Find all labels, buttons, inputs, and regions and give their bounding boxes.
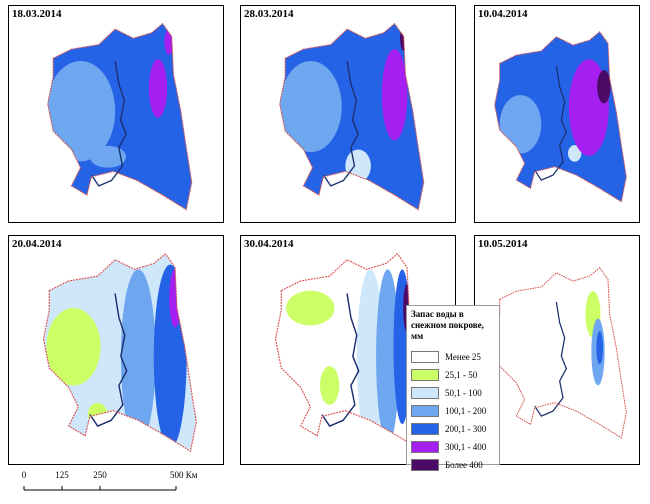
panel-date: 10.05.2014 <box>478 238 528 250</box>
legend-title: Запас воды в снежном покрове, мм <box>411 309 484 341</box>
scale-label: 500 Км <box>170 470 198 480</box>
river <box>534 65 568 181</box>
snow-zone <box>597 70 611 104</box>
panel-date: 30.04.2014 <box>244 238 294 250</box>
legend-swatch <box>411 387 439 399</box>
panel-date: 10.04.2014 <box>478 8 528 20</box>
legend: Запас воды в снежном покрове, мм Менее 2… <box>406 305 500 471</box>
snow-zone <box>345 149 371 183</box>
legend-item: 25,1 - 50 <box>411 366 495 384</box>
snow-zone <box>376 269 400 444</box>
legend-item: 50,1 - 100 <box>411 384 495 402</box>
snow-zone <box>494 267 627 438</box>
snow-layer <box>47 23 192 210</box>
snow-zone <box>596 331 603 365</box>
snow-layer <box>494 31 627 202</box>
snow-zone <box>381 49 408 141</box>
legend-item: Более 400 <box>411 456 495 474</box>
river <box>89 293 128 427</box>
snow-zone <box>286 290 335 326</box>
legend-item: 100,1 - 200 <box>411 402 495 420</box>
map-panel: 18.03.2014 <box>8 5 224 223</box>
snow-zone <box>568 145 582 162</box>
map-panel: 28.03.2014 <box>240 5 456 223</box>
region-border <box>47 22 193 211</box>
legend-label: 300,1 - 400 <box>445 442 487 452</box>
river <box>534 301 568 417</box>
legend-label: 100,1 - 200 <box>445 406 487 416</box>
snow-zone <box>279 61 342 153</box>
legend-item: 300,1 - 400 <box>411 438 495 456</box>
region-map <box>274 253 429 453</box>
panel-date: 18.03.2014 <box>12 8 62 20</box>
snow-zone <box>356 269 384 444</box>
legend-item: 200,1 - 300 <box>411 420 495 438</box>
snow-zone <box>499 95 542 154</box>
region-map <box>494 267 627 439</box>
snow-layer <box>43 253 197 452</box>
region-map <box>279 22 425 211</box>
snow-zone <box>89 145 127 168</box>
legend-swatch <box>411 459 439 471</box>
scale-graphic <box>23 486 177 491</box>
snow-zone <box>120 269 156 444</box>
region-map <box>494 31 627 203</box>
region-border <box>42 253 197 453</box>
legend-swatch <box>411 441 439 453</box>
scale-label: 0 <box>21 470 27 480</box>
snow-layer <box>279 23 424 210</box>
snow-zone <box>148 59 168 118</box>
region-map <box>47 22 193 211</box>
legend-item: Менее 25 <box>411 348 495 366</box>
legend-label: Более 400 <box>445 460 483 470</box>
region-border <box>494 267 627 439</box>
snow-zone <box>169 269 181 328</box>
region-border <box>494 31 627 203</box>
snow-zone <box>46 308 101 386</box>
scale-label: 250 <box>93 470 107 480</box>
scale-label: 125 <box>55 470 69 480</box>
legend-swatch <box>411 351 439 363</box>
scale-bar: 0 125 250 500 Км <box>0 470 220 500</box>
map-panel: 10.05.2014 <box>474 235 640 465</box>
legend-swatch <box>411 369 439 381</box>
region-map <box>42 253 197 453</box>
river <box>322 60 359 187</box>
map-panel: 20.04.2014 <box>8 235 224 465</box>
legend-label: Менее 25 <box>445 352 481 362</box>
panel-date: 20.04.2014 <box>12 238 62 250</box>
legend-swatch <box>411 405 439 417</box>
legend-label: 200,1 - 300 <box>445 424 487 434</box>
legend-label: 50,1 - 100 <box>445 388 482 398</box>
river <box>321 293 360 427</box>
legend-swatch <box>411 423 439 435</box>
panel-date: 28.03.2014 <box>244 8 294 20</box>
snow-layer <box>494 267 627 438</box>
region-border <box>279 22 425 211</box>
river <box>90 60 127 187</box>
snow-zone <box>47 61 116 162</box>
legend-label: 25,1 - 50 <box>445 370 478 380</box>
map-panel: 10.04.2014 <box>474 5 640 223</box>
snow-zone <box>319 366 340 405</box>
